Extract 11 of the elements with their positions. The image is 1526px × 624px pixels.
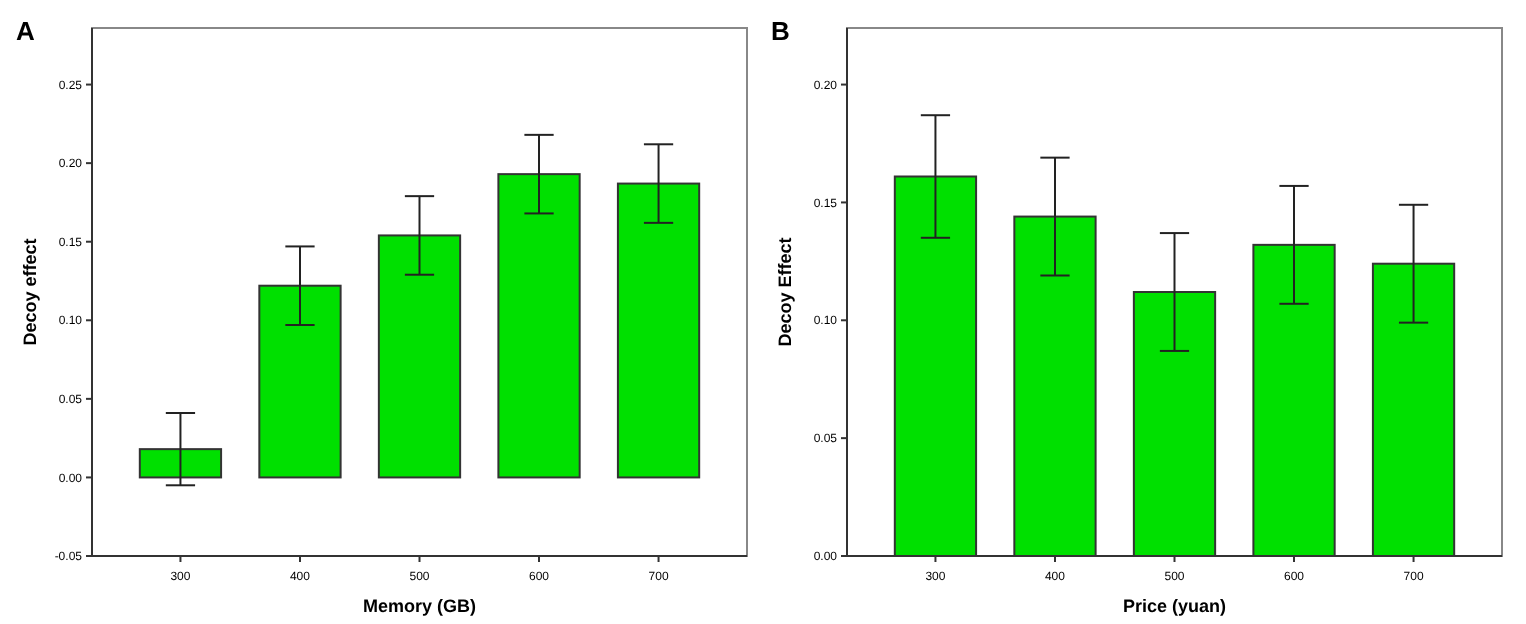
y-axis-title: Decoy effect bbox=[20, 238, 40, 346]
bar bbox=[497, 173, 581, 479]
bar bbox=[616, 182, 701, 479]
bar bbox=[377, 234, 462, 479]
bar bbox=[258, 284, 342, 479]
chart-title: B bbox=[771, 16, 790, 46]
chart-title: A bbox=[16, 16, 36, 46]
y-axis-title: Decoy Effect bbox=[775, 237, 795, 347]
x-axis-title: Memory (GB) bbox=[362, 596, 477, 616]
x-axis-title: Price (yuan) bbox=[1122, 596, 1227, 616]
bar bbox=[138, 448, 223, 479]
